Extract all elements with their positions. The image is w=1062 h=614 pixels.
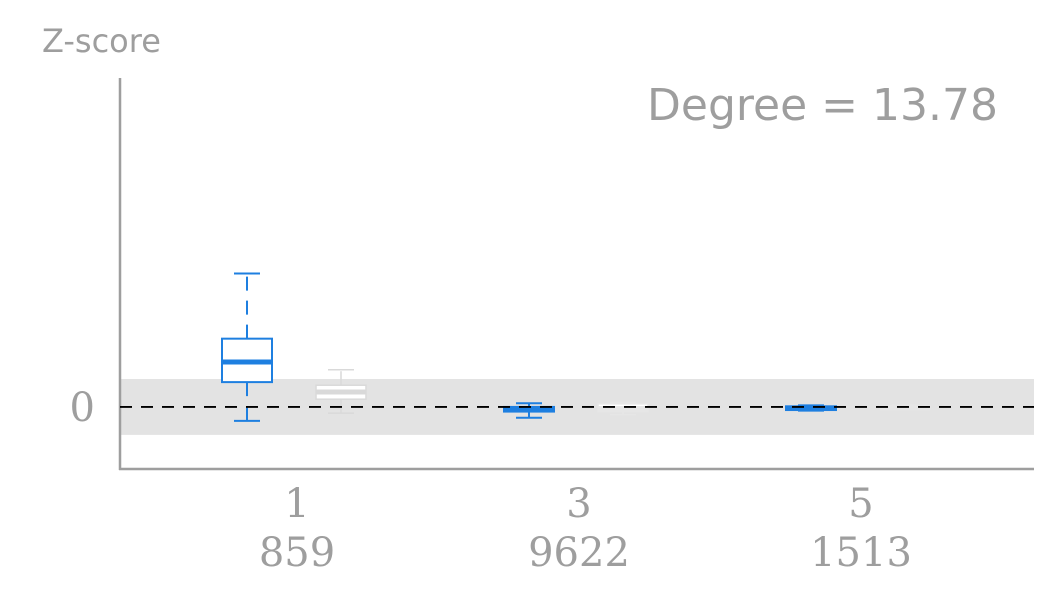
primary-box-group-5 [785,404,837,412]
box-series [221,272,931,422]
primary-box-group-1 [221,272,273,422]
x-tick-label: 3 [566,481,591,527]
x-tick-count: 9622 [528,530,630,576]
x-tick-label: 1 [284,481,309,527]
x-tick-count: 859 [259,530,335,576]
secondary-box-group-1 [315,368,367,414]
x-tick-count: 1513 [810,530,912,576]
x-tick-label: 5 [848,481,873,527]
degree-annotation: Degree = 13.78 [647,80,998,131]
y-tick-labels: 0 [70,385,95,431]
y-tick-label: 0 [70,385,95,431]
y-axis-label: Z-score [42,22,161,60]
